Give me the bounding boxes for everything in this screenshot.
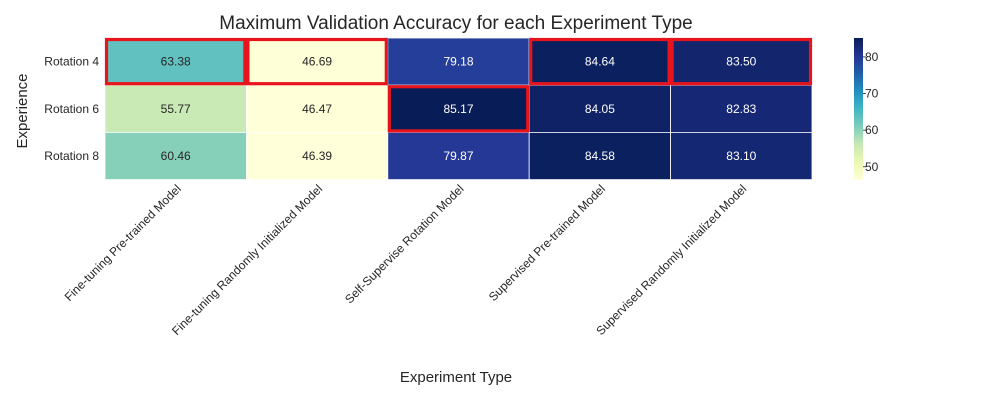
highlight-box — [104, 37, 247, 86]
cell-value-label: 79.87 — [443, 149, 473, 163]
highlight-boxes — [104, 37, 813, 133]
heatmap-cell — [104, 84, 247, 133]
colorbar-tick-label: 80 — [865, 50, 879, 64]
y-tick-labels: Rotation 4 Rotation 6 Rotation 8 — [44, 55, 99, 163]
cell-value-label: 79.18 — [443, 55, 473, 69]
heatmap-cell — [670, 131, 813, 180]
x-axis-label: Experiment Type — [400, 369, 512, 386]
cell-value-label: 85.17 — [443, 102, 473, 116]
cell-value-label: 84.58 — [585, 149, 615, 163]
colorbar-tick-label: 60 — [865, 123, 879, 137]
y-tick-label: Rotation 4 — [44, 55, 99, 69]
x-tick-label: Fine-tuning Randomly Initialized Model — [169, 182, 325, 338]
colorbar: 50 60 70 80 — [854, 38, 879, 180]
colorbar-tick-label: 50 — [865, 160, 879, 174]
highlight-box — [246, 37, 388, 86]
cell-value-label: 46.39 — [302, 149, 332, 163]
cell-value-label: 46.69 — [302, 55, 332, 69]
highlight-box — [387, 85, 530, 133]
x-tick-label: Fine-tuning Pre-trained Model — [62, 182, 184, 304]
x-tick-labels: Fine-tuning Pre-trained ModelFine-tuning… — [62, 182, 750, 338]
cell-value-label: 55.77 — [161, 102, 191, 116]
heatmap-cell — [528, 131, 672, 180]
cell-value-label: 60.46 — [161, 149, 191, 163]
x-tick-label: Self-Supervise Rotation Model — [342, 182, 467, 307]
cell-value-labels: 63.38 46.69 79.18 84.64 83.50 55.77 46.47 85.17… — [161, 55, 757, 163]
y-tick-label: Rotation 8 — [44, 149, 99, 163]
y-tick-label: Rotation 6 — [44, 102, 99, 116]
colorbar-tick-label: 70 — [865, 87, 879, 101]
chart-title: Maximum Validation Accuracy for each Exp… — [219, 13, 692, 34]
x-tick-label: Supervised Pre-trained Model — [486, 182, 608, 304]
heatmap-cells — [104, 37, 813, 180]
x-tick-label: Supervised Randomly Initialized Model — [593, 182, 749, 338]
cell-value-label: 84.64 — [585, 55, 615, 69]
cell-value-label: 82.83 — [726, 102, 756, 116]
heatmap-cell — [670, 84, 813, 133]
colorbar-gradient — [854, 38, 863, 180]
highlight-box — [670, 37, 813, 86]
cell-value-label: 63.38 — [161, 55, 191, 69]
heatmap-cell — [387, 131, 530, 180]
heatmap-cell — [387, 37, 530, 86]
highlight-box — [529, 37, 671, 86]
heatmap-cell — [670, 37, 813, 86]
cell-value-label: 83.50 — [726, 55, 756, 69]
heatmap-cell — [528, 37, 672, 86]
cell-value-label: 84.05 — [585, 102, 615, 116]
cell-value-label: 83.10 — [726, 149, 756, 163]
heatmap-cell — [245, 37, 389, 86]
y-axis-label: Experience — [14, 73, 31, 148]
heatmap-cell — [245, 131, 389, 180]
heatmap-cell — [104, 37, 247, 86]
cell-value-label: 46.47 — [302, 102, 332, 116]
